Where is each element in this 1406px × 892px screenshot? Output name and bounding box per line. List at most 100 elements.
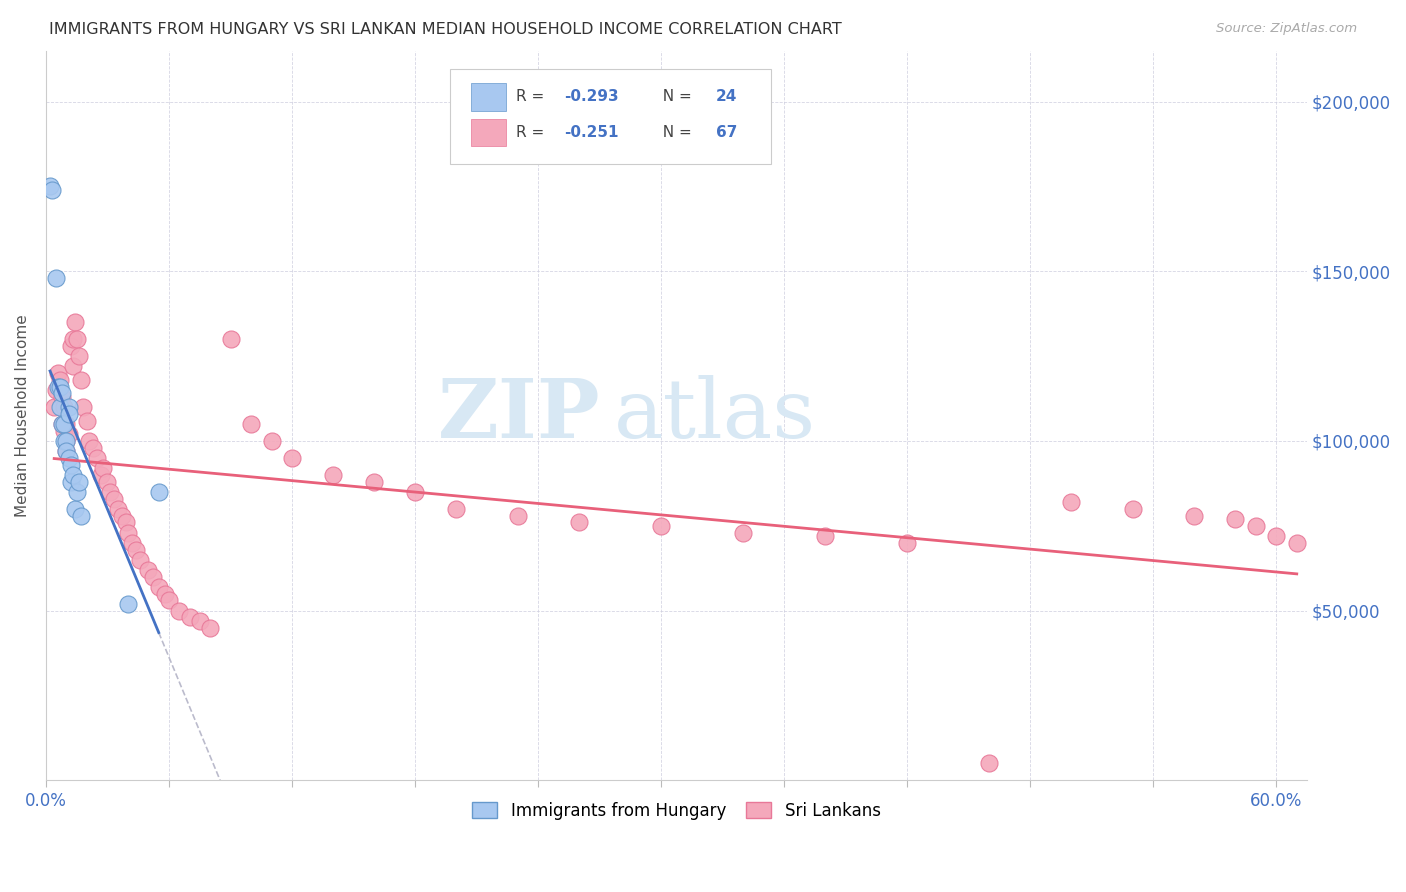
Point (63, 315, 86, 329)
Point (53, 400, 76, 414)
Point (153, 587, 176, 601)
Point (59, 458, 82, 472)
Point (51, 417, 73, 431)
Point (167, 604, 190, 618)
Point (69, 373, 91, 387)
Point (58, 427, 80, 442)
Point (568, 516, 591, 530)
Point (115, 516, 138, 530)
Point (142, 570, 165, 584)
Point (979, 756, 1001, 771)
Point (53, 434, 76, 448)
Point (98, 484, 121, 499)
Point (107, 501, 129, 516)
Text: ZIP: ZIP (439, 376, 600, 456)
Legend: Immigrants from Hungary, Sri Lankans: Immigrants from Hungary, Sri Lankans (465, 796, 887, 827)
Point (198, 621, 221, 635)
Point (76, 414, 98, 428)
Text: Source: ZipAtlas.com: Source: ZipAtlas.com (1216, 22, 1357, 36)
Point (72, 400, 94, 414)
Bar (471, 83, 506, 111)
Point (1265, 529, 1288, 543)
Text: atlas: atlas (613, 376, 815, 456)
Point (733, 525, 755, 540)
Text: 67: 67 (716, 125, 737, 140)
Text: R =: R = (516, 125, 550, 140)
Point (111, 508, 134, 523)
Point (39, 179, 62, 194)
Text: IMMIGRANTS FROM HUNGARY VS SRI LANKAN MEDIAN HOUSEHOLD INCOME CORRELATION CHART: IMMIGRANTS FROM HUNGARY VS SRI LANKAN ME… (49, 22, 842, 37)
Point (138, 563, 160, 577)
Point (51, 417, 73, 431)
Point (49, 373, 72, 387)
Y-axis label: Median Household Income: Median Household Income (15, 314, 30, 516)
Point (1122, 501, 1144, 516)
Point (67, 349, 90, 363)
Point (125, 542, 148, 557)
Point (66, 484, 89, 499)
Point (49, 379, 72, 393)
Point (69, 508, 91, 523)
Point (53, 417, 76, 431)
Point (260, 434, 283, 448)
Point (55, 434, 77, 448)
Point (62, 359, 84, 374)
Point (1285, 535, 1308, 549)
Point (1225, 512, 1247, 526)
Point (62, 467, 84, 482)
Point (148, 484, 170, 499)
Point (404, 484, 426, 499)
Point (90, 467, 112, 482)
Point (219, 332, 242, 346)
Point (240, 417, 263, 431)
Text: N =: N = (652, 89, 696, 104)
Point (44, 400, 66, 414)
Point (59, 339, 82, 353)
Point (148, 580, 170, 594)
Text: 24: 24 (716, 89, 737, 104)
Point (814, 529, 837, 543)
Text: R =: R = (516, 89, 550, 104)
Point (117, 525, 139, 540)
Point (896, 535, 918, 549)
Point (322, 467, 344, 482)
Point (1060, 495, 1083, 509)
Point (59, 475, 82, 489)
Point (117, 597, 139, 611)
Point (55, 444, 77, 458)
Point (63, 501, 86, 516)
Point (41, 183, 63, 197)
Point (129, 552, 152, 566)
Point (58, 400, 80, 414)
Point (103, 491, 125, 506)
Point (157, 593, 180, 607)
Text: -0.251: -0.251 (564, 125, 619, 140)
Point (506, 508, 529, 523)
Point (93, 461, 115, 475)
Point (179, 610, 201, 624)
Text: N =: N = (652, 125, 696, 140)
Point (45, 271, 67, 285)
Point (51, 390, 73, 404)
Point (51, 386, 73, 401)
Point (53, 424, 76, 438)
Point (82, 441, 104, 455)
Point (363, 475, 385, 489)
Point (121, 535, 143, 549)
Point (77, 434, 100, 448)
Point (49, 400, 72, 414)
Bar (471, 119, 506, 146)
Point (58, 407, 80, 421)
Point (444, 501, 467, 516)
Point (46, 379, 69, 393)
Point (1182, 508, 1205, 523)
FancyBboxPatch shape (450, 69, 770, 164)
Point (45, 383, 67, 397)
Point (46, 366, 69, 380)
Point (66, 332, 89, 346)
Point (62, 332, 84, 346)
Point (55, 444, 77, 458)
Point (188, 614, 211, 628)
Point (58, 450, 80, 465)
Point (55, 417, 77, 431)
